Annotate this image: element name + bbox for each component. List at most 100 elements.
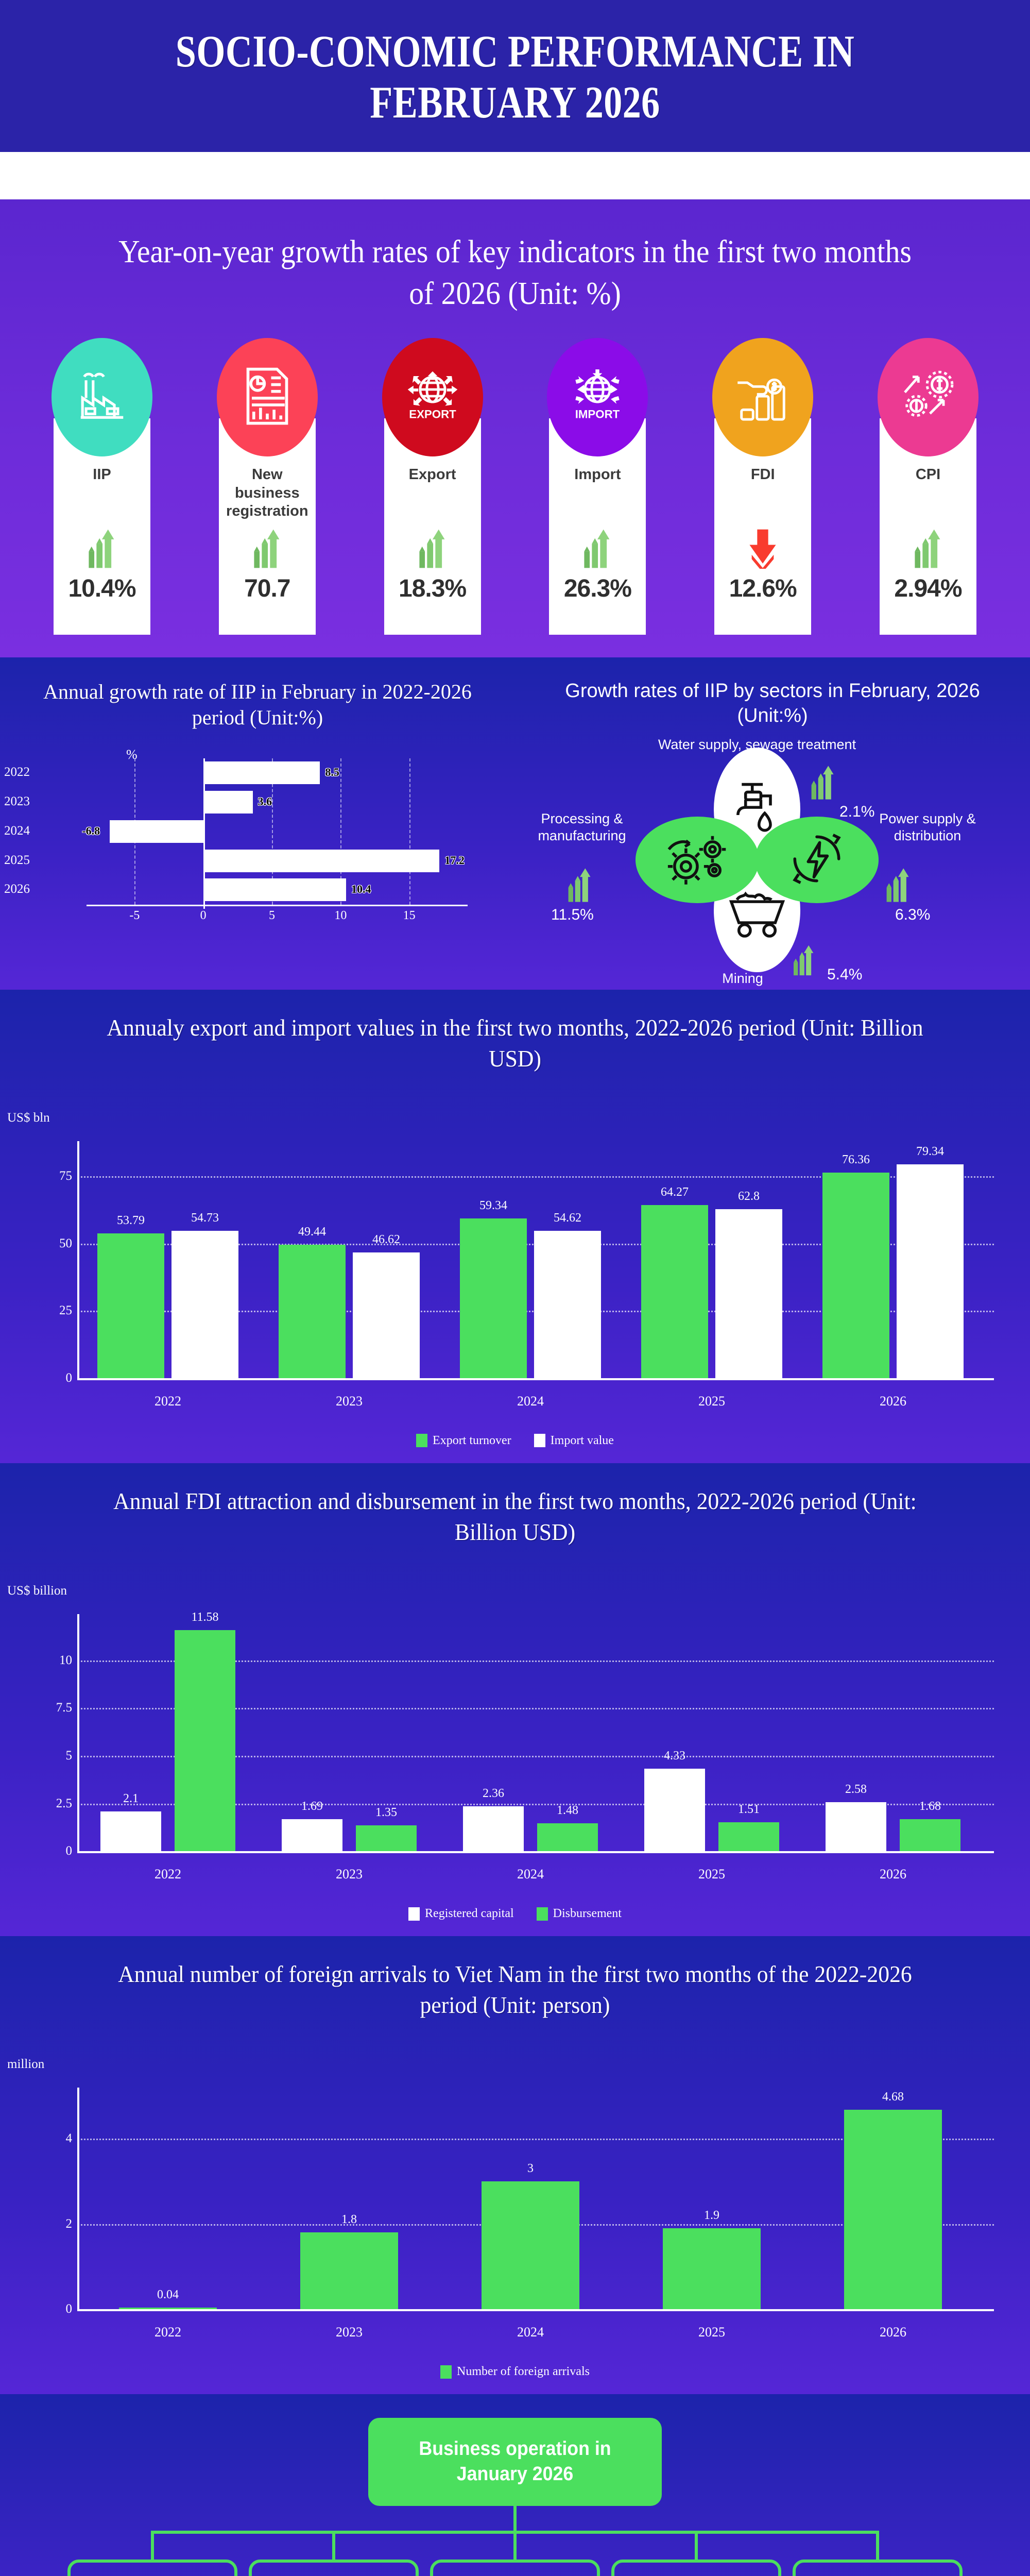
foreign_arrivals-x-label: 2023 xyxy=(336,2325,363,2340)
foreign_arrivals-value-label: 3 xyxy=(527,2161,534,2175)
iip-value-label: 3.6 xyxy=(258,795,272,808)
fdi-legend: Registered capital Disbursement xyxy=(0,1907,1030,1921)
export-import-section: Annualy export and import values in the … xyxy=(0,990,1030,1463)
fdi-title: Annual FDI attraction and disbursement i… xyxy=(113,1487,917,1545)
iip-value-label: 17.2 xyxy=(444,853,465,867)
arrow-up-icon xyxy=(915,529,940,568)
arrivals-chart: million 0 2 4 0.04 2022 1.8 2023 3 2024 1.9 2025 4.6… xyxy=(0,2041,1030,2355)
legend-swatch xyxy=(534,1434,545,1448)
foreign_arrivals-y-axis-label: million xyxy=(7,2057,45,2072)
fdi-y-tick: 10 xyxy=(59,1653,72,1667)
export_import-y-axis-label: US$ bln xyxy=(7,1110,50,1125)
legend-item: Registered capital xyxy=(408,1907,514,1921)
export_import-y-axis xyxy=(77,1141,79,1378)
export_import-bar xyxy=(715,1209,782,1378)
foreign_arrivals-x-label: 2024 xyxy=(517,2325,544,2340)
iip-category-label: 2026 xyxy=(4,882,30,896)
iip-bars: 2022 8.5 2023 3.6 2024 -6.8 2025 17.2 2026 10.4 xyxy=(0,758,484,905)
business-operation-title: Business operation in January 2026 xyxy=(419,2438,611,2485)
fdi-value-label: 1.51 xyxy=(738,1803,760,1817)
iip-bar xyxy=(203,849,440,872)
fdi-chart: US$ billion 0 2.5 5 7.5 10 2.1 11.58 2022 1.69 1.3… xyxy=(0,1568,1030,1897)
fdi-section: Annual FDI attraction and disbursement i… xyxy=(0,1463,1030,1937)
iip-bar xyxy=(203,791,253,814)
table-row: 2025 17.2 xyxy=(0,846,484,876)
tree-branch-3 xyxy=(513,2530,517,2560)
legend-item: Import value xyxy=(534,1434,614,1448)
arrow-up-icon xyxy=(811,766,834,800)
coins-arrows-icon xyxy=(897,365,959,430)
iip-x-tick: 5 xyxy=(269,909,275,923)
kpi-card-new-business-registration: New business registration 70.7 xyxy=(190,338,345,635)
fdi-value-label: 1.35 xyxy=(375,1806,397,1820)
arrow-down-icon xyxy=(749,529,776,573)
document-chart-icon xyxy=(242,365,293,430)
kpi-value: 26.3% xyxy=(563,575,632,603)
kpi-trend-up-icon xyxy=(912,529,945,571)
kpi-card-iip: IIP 10.4% xyxy=(25,338,179,635)
foreign_arrivals-bar xyxy=(119,2307,217,2310)
tree-trunk xyxy=(513,2505,517,2533)
export_import-x-axis xyxy=(77,1378,994,1380)
business-operation-header-box: Business operation in January 2026 xyxy=(368,2418,662,2506)
export_import-bar xyxy=(897,1164,964,1378)
key-indicators-title: Year-on-year growth rates of key indicat… xyxy=(118,234,912,311)
kpi-bubble xyxy=(877,338,978,457)
export_import-x-label: 2022 xyxy=(154,1393,181,1409)
kpi-trend-down-icon xyxy=(746,529,779,573)
sector-value-mining: 5.4% xyxy=(827,966,863,984)
kpi-card-export: EXPORT Export 18.3% xyxy=(355,338,510,635)
export_import-value-label: 59.34 xyxy=(479,1198,507,1212)
fdi-bar xyxy=(175,1630,235,1852)
iip-x-tick: 15 xyxy=(403,909,416,923)
fdi-bar xyxy=(826,1802,886,1852)
foreign_arrivals-bar xyxy=(482,2181,579,2310)
kpi-value: 70.7 xyxy=(244,575,290,603)
export-import-chart: US$ bln 0 25 50 75 53.79 54.73 2022 49.44 46.62 20… xyxy=(0,1095,1030,1425)
iip-sectors-pinwheel: Water supply, sewage treatment 2.1% Power … xyxy=(515,732,1030,986)
kpi-label: Import xyxy=(574,466,621,483)
fdi-x-axis xyxy=(77,1851,994,1854)
kpi-body: New business registration 70.7 xyxy=(218,418,316,635)
fdi-x-label: 2022 xyxy=(154,1867,181,1882)
legend-label: Import value xyxy=(550,1433,614,1447)
iip-x-ticks: -5 0 5 10 15 xyxy=(87,909,468,929)
export_import-value-label: 49.44 xyxy=(298,1225,326,1239)
iip-value-label: 8.5 xyxy=(325,766,339,779)
export_import-x-label: 2023 xyxy=(336,1393,363,1409)
power-bolt-icon xyxy=(783,825,850,895)
export_import-bar xyxy=(822,1172,889,1378)
fdi-gridline xyxy=(77,1755,994,1757)
page-title: SOCIO-CONOMIC PERFORMANCE IN FEBRUARY 20… xyxy=(175,27,855,128)
kpi-label: New business registration xyxy=(226,466,308,520)
export_import-value-label: 54.73 xyxy=(191,1211,219,1225)
arrow-up-icon xyxy=(89,529,114,568)
export_import-y-tick: 75 xyxy=(59,1168,72,1183)
foreign_arrivals-y-axis xyxy=(77,2088,79,2310)
key-indicators-section: Year-on-year growth rates of key indicat… xyxy=(0,199,1030,658)
export_import-y-tick: 25 xyxy=(59,1303,72,1318)
kpi-card-import: IMPORT Import 26.3% xyxy=(520,338,675,635)
export_import-y-tick: 0 xyxy=(65,1370,73,1385)
fdi-y-tick: 5 xyxy=(65,1748,73,1762)
legend-label: Export turnover xyxy=(433,1433,511,1447)
iip-annual-title: Annual growth rate of IIP in February in… xyxy=(43,680,472,730)
iip-unit-label: % xyxy=(126,747,138,762)
legend-swatch xyxy=(536,1907,548,1921)
export_import-value-label: 64.27 xyxy=(661,1185,689,1199)
foreign_arrivals-y-tick: 4 xyxy=(65,2131,73,2146)
fdi-value-label: 1.68 xyxy=(919,1800,941,1814)
legend-swatch xyxy=(416,1434,428,1448)
sector-arrow-mining-icon xyxy=(791,944,817,979)
export-import-title: Annualy export and import values in the … xyxy=(107,1014,923,1072)
sector-value-processing: 11.5% xyxy=(551,906,594,924)
fdi-gridline xyxy=(77,1660,994,1662)
fdi-value-label: 2.58 xyxy=(845,1782,867,1796)
import-globe-icon: IMPORT xyxy=(564,363,631,432)
tree-branch-4 xyxy=(695,2530,698,2560)
iip-sectors-panel: Growth rates of IIP by sectors in Februa… xyxy=(515,657,1030,990)
iip-category-label: 2023 xyxy=(4,794,30,809)
arrivals-title: Annual number of foreign arrivals to Vie… xyxy=(118,1961,912,2019)
fdi-value-label: 2.36 xyxy=(483,1786,504,1800)
